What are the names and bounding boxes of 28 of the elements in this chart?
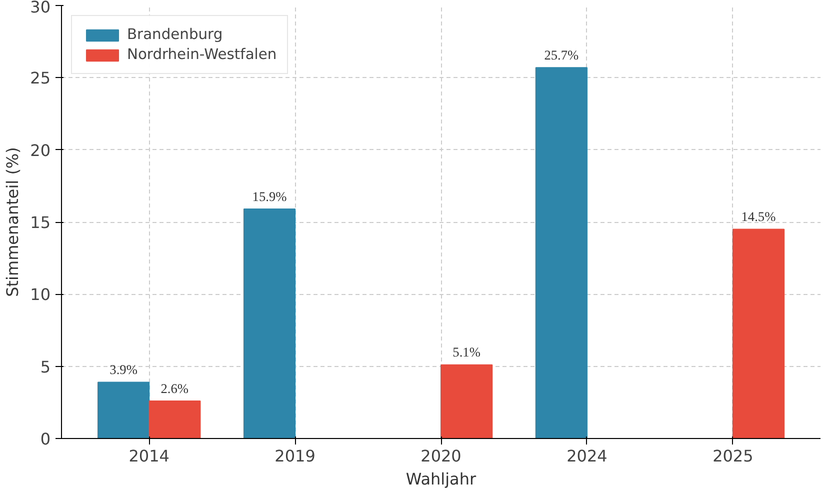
y-tick-label: 25 [30,68,50,88]
data-label: 14.5% [741,209,776,224]
legend-label: Brandenburg [127,26,223,43]
data-label: 25.7% [544,47,579,62]
y-tick-label: 0 [40,430,51,448]
y-tick-label: 30 [30,0,50,16]
y-tick-label: 20 [30,140,50,160]
data-label: 3.9% [110,362,138,378]
y-tick-label: 15 [30,213,50,232]
x-tick-label: 2025 [712,446,754,466]
x-tick-label: 2024 [566,446,608,466]
data-label: 15.9% [252,188,287,204]
bar [440,364,493,438]
data-label: 2.6% [160,380,189,396]
bar [97,382,150,438]
data-label: 5.1% [452,344,480,360]
bar [148,400,201,438]
x-axis-title: Wahljahr [406,470,476,488]
x-tick-label: 2019 [274,446,316,466]
bar [243,208,296,438]
legend-label: Nordrhein-Westfalen [127,46,277,63]
y-axis-title: Stimmenanteil (%) [3,147,22,297]
y-tick-label: 5 [40,357,51,376]
y-tick-label: 10 [30,285,50,304]
x-tick-label: 2020 [420,446,462,466]
x-tick-label: 2014 [128,446,170,466]
bar [732,228,785,438]
bar [535,67,588,438]
